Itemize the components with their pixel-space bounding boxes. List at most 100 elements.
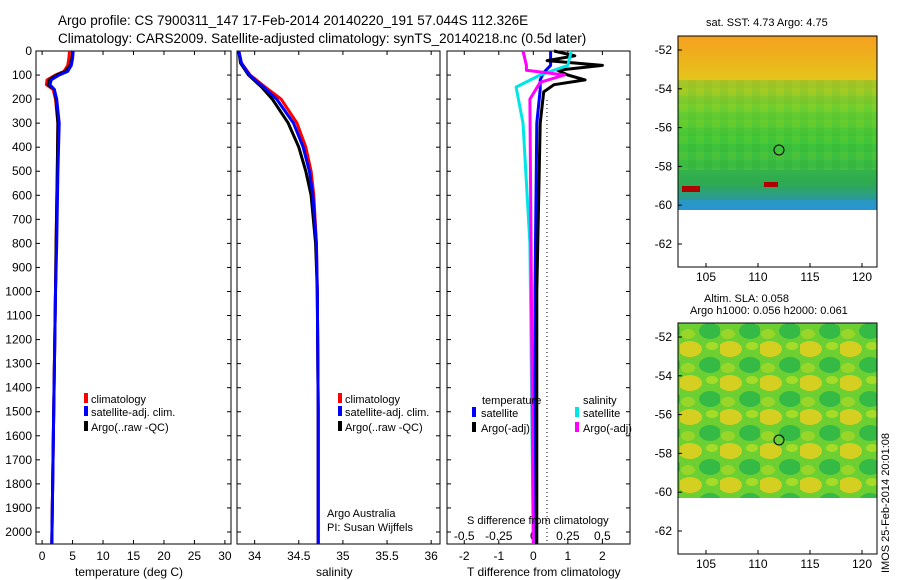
series-line-satellite-adj--clim-	[237, 50, 320, 544]
sla-nodata	[678, 498, 877, 554]
x-tick-label: 1	[565, 549, 572, 563]
x-tick-label: 30	[218, 549, 232, 563]
sla-map-frame	[677, 322, 878, 555]
map-x-tick-label: 120	[852, 270, 872, 284]
temperature-x-label: temperature (deg C)	[75, 565, 183, 579]
x-tick-label: 15	[127, 549, 141, 563]
sla-map-title-1: Altim. SLA: 0.058	[704, 293, 789, 305]
map-y-tick-label: -62	[655, 237, 673, 251]
x-tick-label: 35	[336, 549, 350, 563]
depth-axis: 0 100 200 300 400 500 600 700 800 900 1000 1100 1200…	[5, 44, 630, 539]
x-tick-label: 34.5	[287, 549, 311, 563]
x-tick-label: 35.5	[375, 549, 399, 563]
sst-y-ticks: -52 -54 -56 -58 -60 -62	[655, 43, 682, 251]
temperature-legend: climatology satellite-adj. clim. Argo(..…	[84, 393, 175, 434]
series-line-climatology	[237, 50, 320, 544]
map-y-tick-label: -62	[655, 524, 673, 538]
sst-map-frame	[677, 35, 878, 268]
x-tick-label: -0.5	[454, 529, 475, 543]
x-tick-label: 0	[39, 549, 46, 563]
depth-tick-label: 1500	[5, 405, 32, 419]
legend-title-salinity: salinity	[583, 395, 617, 407]
legend-swatch-argo	[84, 421, 88, 431]
series-line-argo---raw--qc-	[237, 50, 320, 544]
imos-credit: IMOS 25-Feb-2014 20:01:08	[880, 433, 892, 573]
map-x-tick-label: 115	[800, 557, 819, 571]
sst-ice-band	[678, 200, 877, 210]
legend-swatch-climatology	[338, 393, 342, 403]
depth-tick-label: 500	[12, 164, 32, 178]
legend-title-temperature: temperature	[482, 395, 541, 407]
depth-tick-label: 1200	[5, 333, 32, 347]
sst-cold-patch	[682, 186, 700, 192]
x-tick-label: 2	[599, 549, 606, 563]
temperature-series	[44, 50, 75, 545]
series-line-argo---raw--qc-	[48, 50, 75, 545]
credit-argo-australia: Argo Australia	[327, 508, 396, 520]
series-line-argo--adj-	[521, 50, 566, 545]
legend-label-satellite: satellite-adj. clim.	[345, 407, 429, 419]
credit-pi: PI: Susan Wijffels	[327, 522, 413, 534]
map-y-tick-label: -56	[655, 121, 673, 135]
temperature-axes	[35, 50, 232, 545]
map-y-tick-label: -58	[655, 446, 673, 460]
legend-swatch-t-satellite	[472, 407, 476, 417]
depth-tick-label: 100	[12, 68, 32, 82]
legend-swatch-climatology	[84, 393, 88, 403]
x-tick-label: -0.25	[485, 529, 513, 543]
depth-tick-label: 2000	[5, 525, 32, 539]
salinity-x-ticks: 34 34.5 35 35.5 36	[248, 51, 438, 563]
depth-tick-label: 300	[12, 116, 32, 130]
map-x-tick-label: 115	[800, 270, 819, 284]
depth-tick-label: 400	[12, 140, 32, 154]
legend-label-climatology: climatology	[91, 394, 147, 406]
map-y-tick-label: -58	[655, 159, 673, 173]
legend-swatch-t-argo	[472, 422, 476, 432]
map-y-tick-label: -54	[655, 369, 673, 383]
argo-location-marker	[773, 434, 785, 446]
difference-top-label: S difference from climatology	[467, 515, 609, 527]
x-tick-label: 25	[188, 549, 202, 563]
x-tick-label: 5	[69, 549, 76, 563]
map-x-tick-label: 105	[696, 557, 716, 571]
sst-map-title: sat. SST: 4.73 Argo: 4.75	[706, 17, 828, 29]
salinity-legend: climatology satellite-adj. clim. Argo(..…	[327, 393, 429, 534]
legend-label-climatology: climatology	[345, 394, 401, 406]
sst-nodata	[678, 210, 877, 267]
depth-tick-label: 700	[12, 212, 32, 226]
difference-x-label: T difference from climatology	[467, 565, 621, 579]
depth-tick-label: 600	[12, 188, 32, 202]
legend-label-s-satellite: satellite	[583, 408, 620, 420]
argo-location-marker	[773, 144, 785, 156]
sla-field	[678, 323, 877, 498]
legend-label-t-argo: Argo(-adj)	[481, 423, 530, 435]
map-y-tick-label: -60	[655, 485, 673, 499]
depth-tick-label: 200	[12, 92, 32, 106]
depth-tick-label: 800	[12, 236, 32, 250]
depth-tick-label: 0	[25, 44, 32, 58]
legend-swatch-satellite	[84, 406, 88, 416]
title-line-2: Climatology: CARS2009. Satellite-adjuste…	[58, 31, 586, 46]
difference-axes	[446, 50, 631, 545]
depth-tick-label: 1900	[5, 501, 32, 515]
series-line-satellite	[514, 50, 573, 545]
x-tick-label: 10	[96, 549, 110, 563]
map-y-tick-label: -54	[655, 82, 673, 96]
map-y-tick-label: -52	[655, 43, 673, 57]
sla-x-ticks: 105 110 115 120	[696, 550, 872, 571]
depth-tick-label: 1800	[5, 477, 32, 491]
legend-swatch-s-argo	[575, 422, 579, 432]
sst-map	[677, 35, 878, 268]
series-line-argo--adj-	[535, 49, 604, 544]
sst-speckle	[678, 80, 877, 170]
legend-label-argo: Argo(..raw -QC)	[345, 422, 423, 434]
map-x-tick-label: 105	[696, 270, 716, 284]
map-y-tick-label: -56	[655, 408, 673, 422]
sla-map-title-2: Argo h1000: 0.056 h2000: 0.061	[690, 305, 848, 317]
x-tick-label: 36	[424, 549, 438, 563]
depth-tick-label: 1700	[5, 453, 32, 467]
depth-tick-label: 1400	[5, 381, 32, 395]
salinity-axes	[236, 50, 441, 545]
title-line-1: Argo profile: CS 7900311_147 17-Feb-2014…	[58, 13, 528, 28]
